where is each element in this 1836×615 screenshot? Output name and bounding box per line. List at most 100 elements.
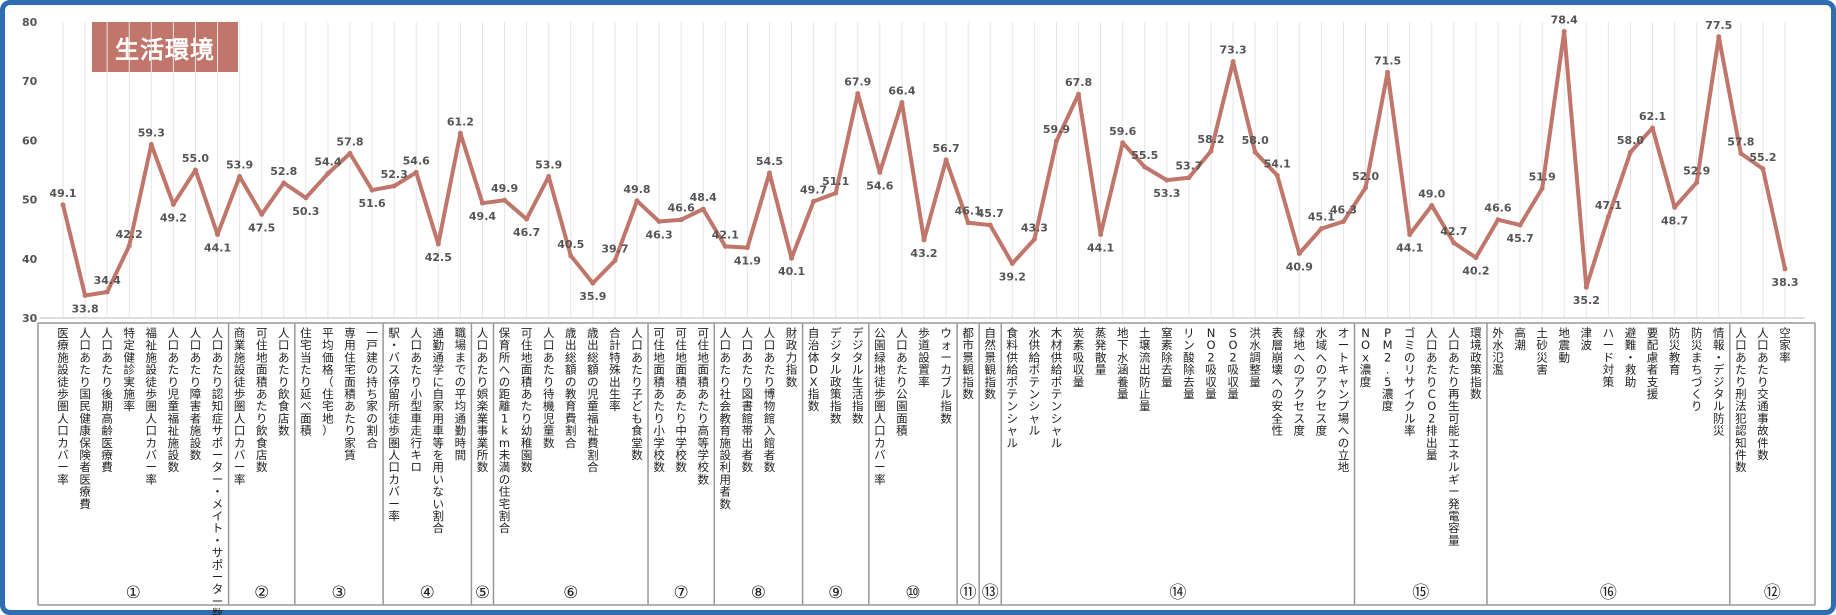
data-point [303, 195, 309, 201]
value-label: 49.2 [160, 211, 187, 224]
value-label: 39.2 [999, 271, 1026, 284]
value-label: 47.5 [248, 221, 275, 234]
value-label: 52.0 [1352, 170, 1379, 183]
data-point [1296, 250, 1302, 256]
category-label: 可住地面積あたり幼稚園数 [521, 326, 533, 474]
category-label: 都市景観指数 [962, 326, 974, 401]
group-label: ① [126, 583, 141, 603]
category-label: 人口あたり小型車走行キロ [410, 326, 422, 474]
category-label: 合計特殊出生率 [609, 326, 621, 413]
category-label: 空家率 [1779, 326, 1791, 364]
category-label: 商業施設徒歩圏人口カバー率 [234, 326, 246, 486]
data-point [435, 241, 441, 247]
value-label: 41.9 [734, 255, 761, 268]
category-label: 表層崩壊への安全性 [1271, 326, 1283, 438]
y-axis: 30 40 50 60 70 80 [22, 16, 38, 325]
value-label: 53.9 [226, 159, 253, 172]
data-point [1186, 175, 1192, 181]
category-label: 公園緑地徒歩圏人口カバー率 [874, 326, 886, 486]
category-label: 人口あたり待機児童数 [543, 326, 555, 450]
category-label: 炭素吸収量 [1073, 326, 1085, 389]
group-label: ⑨ [828, 583, 843, 603]
y-tick-label: 60 [22, 134, 38, 147]
group-label: ⑪ [960, 583, 977, 603]
data-point [855, 91, 861, 97]
value-label: 59.3 [138, 127, 165, 140]
value-label: 58.0 [1617, 134, 1644, 147]
data-point [1076, 91, 1082, 97]
data-point [104, 289, 110, 295]
category-label: 可住地面積あたり飲食店数 [256, 326, 268, 474]
category-label: 人口あたり C O 2 排出量 [1426, 326, 1438, 462]
category-label: 自然景観指数 [984, 326, 996, 401]
category-label: 可住地面積あたり小学校数 [653, 326, 665, 474]
category-label: 情報・デジタル防災 [1713, 326, 1725, 438]
value-label: 51.9 [1529, 170, 1556, 183]
value-label: 48.4 [690, 191, 717, 204]
value-label: 49.7 [800, 183, 827, 196]
value-label: 59.9 [1043, 123, 1070, 136]
value-label: 49.0 [1418, 188, 1445, 201]
category-label: S O 2 吸収量 [1227, 326, 1239, 401]
category-label: 環境政策指数 [1470, 326, 1482, 401]
data-point [744, 245, 750, 251]
data-point [1760, 166, 1766, 172]
data-point [1230, 59, 1236, 65]
data-point [1009, 261, 1015, 267]
value-label: 46.7 [513, 226, 540, 239]
value-label: 46.3 [646, 229, 673, 242]
category-label: 人口あたり図書館帯出者数 [742, 326, 754, 474]
value-label: 49.4 [469, 210, 496, 223]
group-label: ⑯ [1600, 583, 1617, 603]
category-label: 外水氾濫 [1492, 326, 1504, 377]
category-label: 土壌流出防止量 [1139, 326, 1151, 413]
category-label: 地下水涵養量 [1117, 326, 1129, 401]
data-point [1053, 138, 1059, 144]
category-label: 可住地面積あたり中学校数 [675, 326, 687, 474]
data-point [1605, 214, 1611, 220]
data-point [457, 130, 463, 136]
category-label: 平均価格（住宅地） [322, 326, 334, 438]
group-label: ⑥ [563, 583, 578, 603]
value-label: 44.1 [204, 242, 231, 255]
category-label: ゴミのリサイクル率 [1404, 326, 1416, 438]
category-label: N O 2 吸収量 [1205, 326, 1217, 401]
value-label: 54.1 [1264, 157, 1291, 170]
data-point [524, 216, 530, 222]
category-label: 福祉施設徒歩圏人口カバー率 [146, 326, 158, 486]
data-point [126, 243, 132, 249]
category-label: 保育所への距離 1 k m 未満の住宅割合 [499, 326, 511, 535]
category-label: 人口あたり娯楽業事業所数 [477, 326, 489, 474]
value-label: 38.3 [1771, 276, 1798, 289]
category-label: 人口あたり子ども食堂数 [631, 326, 643, 462]
data-point [987, 222, 993, 228]
value-label: 46.6 [1484, 202, 1511, 215]
value-label: 35.9 [579, 290, 606, 303]
category-label: 高潮 [1514, 326, 1526, 352]
data-point [237, 174, 243, 180]
data-point [1716, 34, 1722, 40]
value-label: 48.7 [1661, 214, 1688, 227]
value-label: 73.3 [1220, 44, 1247, 57]
data-point [789, 255, 795, 261]
value-label: 40.5 [557, 238, 584, 251]
category-label: 人口あたり刑法犯認知件数 [1735, 326, 1747, 474]
data-point [1738, 150, 1744, 156]
value-label: 59.6 [1109, 125, 1136, 138]
data-point [811, 198, 817, 204]
value-label: 54.5 [756, 155, 783, 168]
value-label: 43.2 [910, 247, 937, 260]
data-point [281, 180, 287, 186]
value-label: 53.9 [535, 159, 562, 172]
data-point [921, 237, 927, 243]
value-label: 42.7 [1440, 225, 1467, 238]
group-label: ⑤ [475, 583, 490, 603]
data-point [259, 211, 265, 217]
category-label: 人口あたり後期高齢医療費 [101, 326, 113, 474]
value-label: 39.7 [601, 243, 628, 256]
data-point [1318, 226, 1324, 232]
value-label: 67.8 [1065, 76, 1092, 89]
value-label: 52.9 [1683, 164, 1710, 177]
category-label: 洪水調整量 [1249, 326, 1261, 389]
